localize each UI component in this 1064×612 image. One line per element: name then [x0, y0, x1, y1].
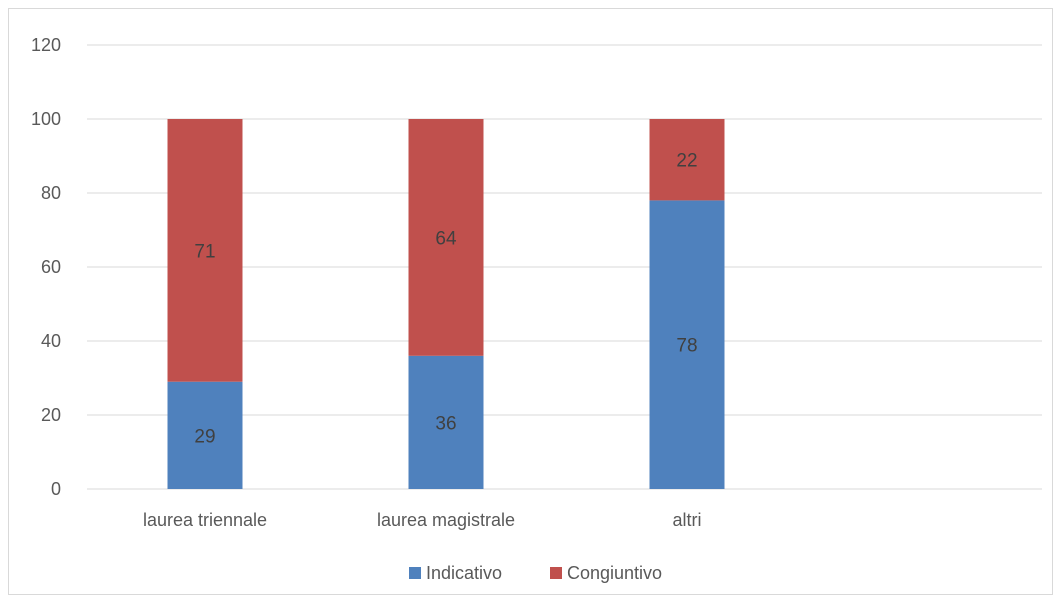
y-tick-label-60: 60: [41, 257, 61, 277]
legend-label-indicativo: Indicativo: [426, 563, 502, 583]
data-label-congiuntivo-2: 22: [676, 151, 697, 172]
bar-congiuntivo-1: [408, 119, 484, 356]
bar-indicativo-2: [649, 200, 725, 489]
y-tick-label-120: 120: [31, 35, 61, 55]
stacked-bar-chart: 0 20 40 60 80 100 120 29 71 laurea triennale 36 64 l…: [31, 35, 1042, 583]
bar-congiuntivo-2: [649, 119, 725, 201]
y-tick-label-80: 80: [41, 183, 61, 203]
legend-swatch-congiuntivo: [550, 567, 562, 579]
bar-congiuntivo-0: [167, 119, 243, 382]
chart-frame: 0 20 40 60 80 100 120 29 71 laurea triennale 36 64 l…: [8, 8, 1053, 595]
y-tick-label-100: 100: [31, 109, 61, 129]
category-label-2: altri: [672, 510, 701, 530]
y-tick-label-0: 0: [51, 479, 61, 499]
y-tick-label-40: 40: [41, 331, 61, 351]
data-label-indicativo-0: 29: [194, 426, 215, 447]
data-label-congiuntivo-0: 71: [194, 241, 215, 262]
data-label-congiuntivo-1: 64: [435, 228, 457, 249]
legend-swatch-indicativo: [409, 567, 421, 579]
category-label-1: laurea magistrale: [377, 510, 515, 530]
bar-indicativo-0: [167, 381, 243, 489]
legend-label-congiuntivo: Congiuntivo: [567, 563, 662, 583]
bar-indicativo-1: [408, 355, 484, 489]
category-label-0: laurea triennale: [143, 510, 267, 530]
data-label-indicativo-1: 36: [435, 413, 456, 434]
data-label-indicativo-2: 78: [676, 336, 697, 357]
y-tick-label-20: 20: [41, 405, 61, 425]
